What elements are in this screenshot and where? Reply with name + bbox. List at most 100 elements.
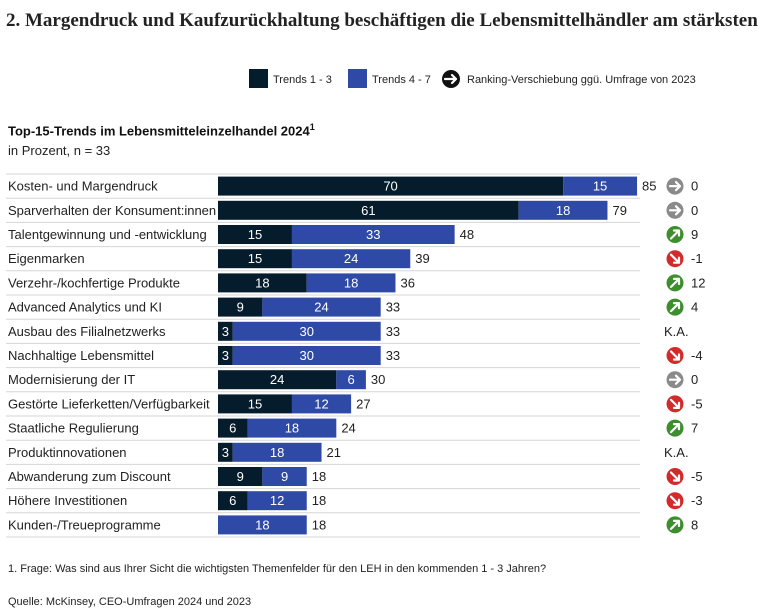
bar-value-label: 70 — [383, 179, 397, 194]
ranking-shift-arrow-glyph — [669, 398, 681, 409]
bar-segment-trends-1-3 — [218, 249, 292, 269]
ranking-shift-arrow-glyph — [669, 350, 681, 361]
ranking-shift-value: 0 — [691, 179, 698, 194]
category-label: Verzehr-/kochfertige Produkte — [8, 275, 180, 290]
page-title: 2. Margendruck und Kaufzurückhaltung bes… — [6, 10, 758, 31]
bar-total-label: 33 — [386, 300, 400, 315]
bar-value-label: 6 — [347, 372, 354, 387]
bar-segment-trends-4-7 — [232, 346, 381, 365]
bar-total-label: 24 — [341, 421, 355, 436]
legend-swatch-trends-4-7 — [348, 69, 367, 88]
bar-value-label: 15 — [593, 179, 607, 194]
bar-value-label: 24 — [270, 372, 284, 387]
bar-segment-trends-1-3 — [218, 176, 564, 196]
ranking-shift-value: -3 — [691, 493, 703, 508]
ranking-shift-value: K.A. — [664, 445, 689, 460]
bar-value-label: 3 — [222, 445, 229, 460]
bar-total-label: 18 — [312, 469, 326, 484]
bar-value-label: 12 — [270, 493, 284, 508]
ranking-shift-value: 12 — [691, 275, 705, 290]
bar-segment-trends-1-3 — [218, 346, 233, 365]
bar-segment-trends-1-3 — [218, 442, 233, 462]
ranking-shift-value: 7 — [691, 421, 698, 436]
bar-total-label: 33 — [386, 324, 400, 339]
ranking-shift-arrow-glyph — [669, 471, 681, 482]
category-label: Ausbau des Filialnetzwerks — [8, 324, 166, 339]
ranking-shift-value: -1 — [691, 251, 703, 266]
bar-total-label: 39 — [415, 251, 429, 266]
bar-value-label: 18 — [270, 445, 284, 460]
bar-value-label: 6 — [229, 421, 236, 436]
ranking-shift-arrow-glyph — [669, 229, 681, 240]
ranking-shift-arrow-glyph — [669, 423, 681, 434]
ranking-shift-value: -5 — [691, 396, 703, 411]
ranking-shift-value: 9 — [691, 227, 698, 242]
ranking-shift-value: -4 — [691, 348, 703, 363]
bar-value-label: 15 — [248, 227, 262, 242]
ranking-shift-value: 0 — [691, 203, 698, 218]
chart-title-text: Top-15-Trends im Lebensmitteleinzelhande… — [8, 123, 310, 139]
bar-segment-trends-1-3 — [218, 321, 233, 341]
bar-value-label: 24 — [314, 300, 328, 315]
ranking-shift-arrow-glyph — [669, 302, 681, 313]
ranking-shift-value: 8 — [691, 517, 698, 532]
bar-segment-trends-4-7 — [518, 200, 608, 220]
category-label: Kunden-/Treueprogramme — [8, 517, 161, 532]
bar-total-label: 18 — [312, 493, 326, 508]
category-label: Nachhaltige Lebensmittel — [8, 348, 154, 363]
bar-total-label: 36 — [400, 275, 414, 290]
bar-value-label: 30 — [300, 348, 314, 363]
category-label: Höhere Investitionen — [8, 493, 127, 508]
bar-segment-trends-4-7 — [336, 370, 366, 390]
bar-segment-trends-4-7 — [218, 515, 307, 535]
bar-value-label: 15 — [248, 251, 262, 266]
bar-segment-trends-4-7 — [247, 418, 337, 438]
bar-value-label: 30 — [300, 324, 314, 339]
category-label: Eigenmarken — [8, 251, 85, 266]
bar-total-label: 18 — [312, 517, 326, 532]
bar-segment-trends-4-7 — [247, 491, 307, 511]
bar-segment-trends-1-3 — [218, 491, 248, 511]
category-label: Talentgewinnung und -entwicklung — [8, 227, 207, 242]
footnote-marker: 1 — [309, 122, 315, 132]
stacked-bar-chart: Trends 1 - 3 Trends 4 - 7 Ranking-Verschie… — [6, 69, 705, 538]
ranking-shift-arrow-glyph — [668, 374, 682, 385]
bar-segment-trends-1-3 — [218, 394, 292, 414]
ranking-shift-arrow-glyph — [669, 277, 681, 288]
bar-segment-trends-4-7 — [232, 321, 381, 341]
bar-value-label: 24 — [344, 251, 358, 266]
legend-label-ranking-shift: Ranking-Verschiebung ggü. Umfrage von 20… — [467, 74, 696, 86]
bar-total-label: 33 — [386, 348, 400, 363]
ranking-shift-arrow-glyph — [669, 253, 681, 264]
chart-title: Top-15-Trends im Lebensmitteleinzelhande… — [8, 122, 315, 138]
bar-segment-trends-4-7 — [306, 273, 396, 293]
bar-value-label: 18 — [285, 421, 299, 436]
bar-segment-trends-1-3 — [218, 370, 337, 390]
ranking-shift-value: 0 — [691, 372, 698, 387]
category-label: Advanced Analytics und KI — [8, 300, 162, 315]
category-label: Produktinnovationen — [8, 445, 127, 460]
bar-segment-trends-4-7 — [262, 297, 381, 317]
bar-value-label: 61 — [361, 203, 375, 218]
chart-unit-label: in Prozent, n = 33 — [8, 143, 111, 158]
bar-value-label: 9 — [237, 300, 244, 315]
bar-value-label: 15 — [248, 396, 262, 411]
bar-segment-trends-4-7 — [262, 467, 307, 486]
legend-swatch-trends-1-3 — [249, 69, 268, 88]
bar-segment-trends-4-7 — [563, 176, 638, 196]
category-label: Staatliche Regulierung — [8, 421, 139, 436]
bar-total-label: 79 — [612, 203, 626, 218]
bar-value-label: 12 — [314, 396, 328, 411]
bar-segment-trends-4-7 — [291, 225, 455, 244]
ranking-shift-value: -5 — [691, 469, 703, 484]
source-note: Quelle: McKinsey, CEO-Umfragen 2024 und … — [8, 596, 252, 608]
bar-value-label: 18 — [344, 275, 358, 290]
legend-ranking-arrow-glyph — [443, 73, 458, 85]
bar-segment-trends-1-3 — [218, 297, 263, 317]
bar-segment-trends-4-7 — [232, 442, 322, 462]
ranking-shift-arrow-glyph — [668, 205, 682, 216]
bar-value-label: 18 — [255, 275, 269, 290]
bar-segment-trends-4-7 — [291, 394, 352, 414]
bar-value-label: 3 — [222, 324, 229, 339]
category-label: Abwanderung zum Discount — [8, 469, 171, 484]
